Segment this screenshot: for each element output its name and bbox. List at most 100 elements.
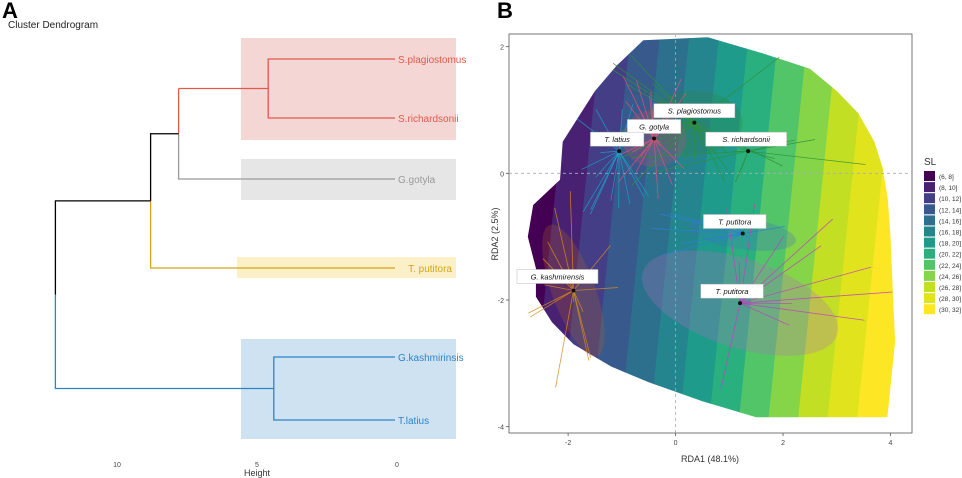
leaf-label: G.gotyla [398,175,436,186]
sample-spoke [653,138,659,199]
rda-xlabel: RDA1 (48.1%) [681,454,739,464]
sample-spoke [573,287,618,291]
panel-b-letter: B [497,0,513,23]
sample-spoke [635,138,655,173]
branch-sgp-upper [149,133,179,201]
sample-spoke [660,213,743,234]
sample-spoke [683,122,695,161]
group-centroid [746,149,751,154]
sample-spoke [555,290,574,388]
branch-gotyla [177,133,395,180]
legend-label: (16, 18] [939,230,961,237]
sample-spoke [739,302,790,326]
x-tick-label: -2 [565,440,571,447]
y-tick-label: 2 [500,45,504,52]
legend-swatch [924,259,935,270]
legend-swatch [924,171,935,181]
group-centroid [692,120,697,125]
legend-swatch [924,293,935,304]
leaf-label: G.kashmirinsis [398,353,464,364]
legend-swatch [924,182,935,193]
sample-spoke [730,233,743,241]
y-tick-label: 0 [500,171,504,178]
centroid-label-box [590,131,645,147]
legend-swatch [924,304,935,315]
legend-label: (10, 12] [939,196,961,203]
sl-surface-band [766,37,839,418]
sample-spoke [600,150,620,154]
sample-spoke [739,302,865,321]
centroid-label-box [700,283,764,299]
legend-label: (6, 8] [939,174,954,181]
sl-surface-band [677,37,750,418]
sample-spoke [618,150,649,197]
cluster-box-kashmirinsis-latius [241,339,456,439]
y-tick-label: -2 [498,298,504,305]
centroid-label: G. gotyla [639,123,669,132]
sample-spoke [582,150,620,213]
group-centroid [740,231,745,236]
branch-root-lower [54,294,274,390]
group-centroid [652,136,657,141]
legend-swatch [924,226,935,237]
legend-label: (14, 16] [939,218,961,225]
leaf-label: S.plagiostomus [398,55,466,66]
sample-spoke [720,303,741,390]
centroid-label-box [703,214,767,229]
legend-label: (18, 20] [939,241,961,248]
sl-surface-band [559,37,632,418]
sample-spoke [734,151,749,183]
sample-spoke [661,233,743,256]
y-tick-label: -4 [498,425,504,432]
dendro-tick-5: 5 [255,462,259,469]
x-tick-label: 2 [781,440,785,447]
sample-spoke [573,290,584,312]
legend-swatch [924,248,935,259]
rda-ylabel: RDA2 (2.5%) [490,207,500,260]
sample-spoke [595,150,620,178]
sample-spoke [581,150,620,170]
x-tick-label: 4 [889,440,893,447]
sample-spoke [618,150,645,198]
cluster-box-schizothorax [241,38,456,140]
sample-spoke [742,226,785,234]
branch-root-upper [54,200,151,295]
centroid-label: T. putitora [718,218,751,227]
legend-label: (8, 10] [939,185,958,192]
sample-spoke [653,138,673,186]
sample-spoke [589,151,620,215]
sample-spoke [631,122,695,186]
sample-spoke [694,122,704,147]
sample-spoke [528,290,574,314]
legend-swatch [924,193,935,204]
legend-swatch [924,270,935,281]
legend-label: (30, 32] [939,307,961,314]
legend-swatch [924,282,935,292]
sl-surface-band [796,37,868,418]
centroid-label: S. richardsonii [722,135,770,144]
centroid-label: T. putitora [716,287,749,296]
sample-spoke [654,150,749,173]
sample-spoke [740,291,893,304]
centroid-label-box [705,131,787,147]
legend-swatch [924,237,935,248]
dendrogram-title: Cluster Dendrogram [8,20,99,31]
legend-label: (12, 14] [939,207,961,214]
sample-spoke [748,150,775,160]
centroid-label-box [627,119,682,134]
dendro-tick-0: 0 [395,462,399,469]
group-centroid [738,301,743,306]
leaf-label: T. putitora [408,264,452,275]
sample-spoke [573,290,590,361]
legend-swatch [924,204,935,215]
dendro-xlabel: Height [244,468,271,478]
branch-putitora [149,200,395,269]
sample-spoke [651,228,743,234]
legend-label: (26, 28] [939,285,961,292]
centroid-label-box [653,103,736,118]
legend-label: (22, 24] [939,263,961,270]
sample-spoke [616,138,655,157]
centroid-label: T. latius [604,135,630,144]
legend-title: SL [924,157,937,168]
group-centroid [571,288,576,293]
